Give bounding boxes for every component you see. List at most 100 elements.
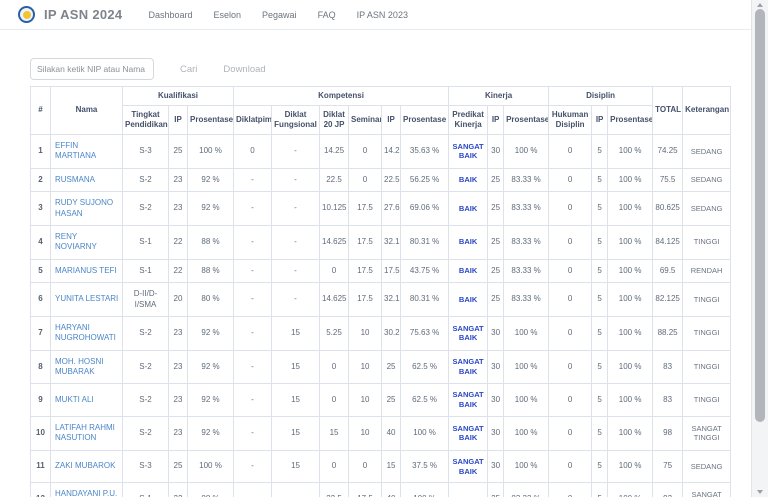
- cell-kualifikasi-ip: 25: [168, 134, 188, 169]
- cell-diklat-20jp: 0: [319, 449, 350, 484]
- col-header-kualifikasi-prosentase: Prosentase: [186, 105, 235, 135]
- pegawai-name-link[interactable]: MARIANUS TEFI: [55, 265, 117, 275]
- cell-no: 8: [30, 349, 51, 385]
- table-header-sub-row: Tingkat Pendidikan IP Prosentase Diklatp…: [31, 105, 731, 135]
- scroll-up-icon[interactable]: [757, 3, 763, 7]
- cell-kualifikasi-ip: 23: [168, 167, 188, 193]
- cell-diklat-20jp: 15: [319, 415, 350, 451]
- brand-title[interactable]: IP ASN 2024: [44, 7, 123, 22]
- cell-kinerja-ip: 30: [487, 415, 505, 451]
- cell-kompetensi-ip: 25: [381, 349, 402, 385]
- cell-kualifikasi-prosentase: 100 %: [186, 449, 235, 484]
- scrollbar-thumb[interactable]: [755, 9, 765, 422]
- cell-kompetensi-ip: 25: [381, 383, 402, 417]
- cell-hukuman-disiplin: 0: [548, 191, 593, 226]
- cell-total: 74.25: [652, 134, 684, 169]
- search-input[interactable]: [30, 58, 154, 80]
- cell-kompetensi-ip: 30.25: [381, 315, 402, 351]
- cell-kualifikasi-ip: 20: [168, 282, 188, 317]
- top-navbar: IP ASN 2024 Dashboard Eselon Pegawai FAQ…: [0, 0, 768, 30]
- cell-keterangan: SEDANG: [682, 191, 732, 226]
- cell-keterangan: TINGGI: [682, 383, 732, 417]
- cell-kinerja-prosentase: 100 %: [503, 449, 550, 484]
- col-header-keterangan: Keterangan: [682, 86, 732, 135]
- pegawai-name-link[interactable]: YUNITA LESTARI: [55, 294, 119, 304]
- cell-tingkat-pendidikan: S-2: [122, 349, 169, 385]
- cell-disiplin-ip: 5: [591, 191, 609, 226]
- group-header-kinerja: Kinerja: [448, 86, 550, 106]
- nav-link-eselon[interactable]: Eselon: [213, 9, 242, 20]
- cell-seminar: 17.5: [348, 224, 383, 260]
- cell-hukuman-disiplin: 0: [548, 383, 593, 417]
- scroll-down-icon[interactable]: [757, 490, 763, 494]
- col-header-kompetensi-prosentase: Prosentase: [400, 105, 450, 135]
- cell-kinerja-ip: 25: [487, 167, 505, 193]
- cell-keterangan: TINGGI: [682, 315, 732, 351]
- cell-kualifikasi-ip: 23: [168, 191, 188, 226]
- vertical-scrollbar[interactable]: [751, 0, 768, 497]
- cell-predikat-kinerja: SANGAT BAIK: [448, 349, 489, 385]
- nav-link-dashboard[interactable]: Dashboard: [148, 9, 193, 20]
- cell-disiplin-prosentase: 100 %: [607, 383, 654, 417]
- app-logo-core: [22, 10, 31, 19]
- app-logo-ring: [20, 8, 33, 21]
- cari-button[interactable]: Cari: [180, 63, 198, 75]
- group-header-kualifikasi: Kualifikasi: [121, 86, 235, 106]
- cell-diklat-20jp: 5.25: [319, 315, 350, 351]
- cell-kompetensi-ip: 15: [381, 449, 402, 484]
- cell-kualifikasi-prosentase: 92 %: [186, 383, 235, 417]
- cell-kinerja-prosentase: 100 %: [503, 349, 550, 385]
- cell-predikat-kinerja: SANGAT BAIK: [448, 415, 489, 451]
- cell-hukuman-disiplin: 0: [548, 449, 593, 484]
- col-header-diklat-20jp: Diklat 20 JP: [319, 105, 350, 135]
- col-header-disiplin-prosentase: Prosentase: [607, 105, 654, 135]
- download-button[interactable]: Download: [223, 63, 266, 75]
- cell-disiplin-ip: 5: [591, 383, 609, 417]
- cell-kualifikasi-prosentase: 88 %: [186, 482, 235, 497]
- nav-links: Dashboard Eselon Pegawai FAQ IP ASN 2023: [148, 10, 428, 20]
- pegawai-name-link[interactable]: MUKTI ALI: [55, 395, 94, 405]
- cell-predikat-kinerja: BAIK: [448, 258, 489, 284]
- nav-link-pegawai[interactable]: Pegawai: [262, 9, 297, 20]
- pegawai-name-link[interactable]: RUSMANA: [55, 174, 96, 184]
- app-logo-icon: [18, 6, 35, 23]
- cell-kinerja-prosentase: 83.33 %: [503, 282, 550, 317]
- cell-hukuman-disiplin: 0: [548, 315, 593, 351]
- cell-diklatpim: -: [233, 315, 273, 351]
- cell-kompetensi-ip: 14.25: [381, 134, 402, 169]
- cell-tingkat-pendidikan: S-2: [122, 415, 169, 451]
- cell-kompetensi-prosentase: 80.31 %: [400, 282, 450, 317]
- cell-disiplin-prosentase: 100 %: [607, 258, 654, 284]
- cell-kualifikasi-prosentase: 92 %: [186, 415, 235, 451]
- pegawai-name-link[interactable]: RUDY SUJONO HASAN: [55, 198, 114, 218]
- pegawai-name-link[interactable]: LATIFAH RAHMI NASUTION: [55, 422, 115, 443]
- cell-kualifikasi-ip: 22: [168, 482, 188, 497]
- cell-diklat-fungsional: -: [271, 258, 321, 284]
- cell-kompetensi-prosentase: 75.63 %: [400, 315, 450, 351]
- pegawai-name-link[interactable]: ZAKI MUBAROK: [55, 461, 116, 471]
- col-header-hukuman-disiplin: Hukuman Disiplin: [548, 105, 593, 135]
- pegawai-name-link[interactable]: RENY NOVIARNY: [55, 231, 97, 252]
- cell-seminar: 0: [348, 134, 383, 169]
- col-header-total: TOTAL: [652, 86, 684, 135]
- cell-diklat-fungsional: -: [271, 282, 321, 317]
- cell-tingkat-pendidikan: S-2: [122, 191, 169, 226]
- col-header-diklat-fungsional: Diklat Fungsional: [271, 105, 321, 135]
- pegawai-name-link[interactable]: EFFIN MARTIANA: [55, 141, 97, 161]
- pegawai-name-link[interactable]: MOH. HOSNI MUBARAK: [55, 356, 104, 377]
- cell-diklat-fungsional: 15: [271, 349, 321, 385]
- cell-kinerja-ip: 30: [487, 134, 505, 169]
- cell-kompetensi-prosentase: 80.31 %: [400, 224, 450, 260]
- cell-kompetensi-prosentase: 69.06 %: [400, 191, 450, 226]
- cell-diklat-fungsional: -: [271, 134, 321, 169]
- ip-asn-table: # Nama Kualifikasi Kompetensi Kinerja Di…: [30, 86, 732, 497]
- nav-link-ip-asn-2023[interactable]: IP ASN 2023: [356, 9, 408, 20]
- cell-kinerja-prosentase: 83.33 %: [503, 482, 550, 497]
- pegawai-name-link[interactable]: HANDAYANI P.U. PANJAITAN: [55, 489, 118, 497]
- ip-asn-table-wrap: # Nama Kualifikasi Kompetensi Kinerja Di…: [30, 86, 768, 497]
- nav-link-faq[interactable]: FAQ: [317, 9, 336, 20]
- pegawai-name-link[interactable]: HARYANI NUGROHOWATI: [55, 322, 116, 343]
- cell-diklat-fungsional: 15: [271, 383, 321, 417]
- cell-kompetensi-prosentase: 37.5 %: [400, 449, 450, 484]
- cell-disiplin-ip: 5: [591, 224, 609, 260]
